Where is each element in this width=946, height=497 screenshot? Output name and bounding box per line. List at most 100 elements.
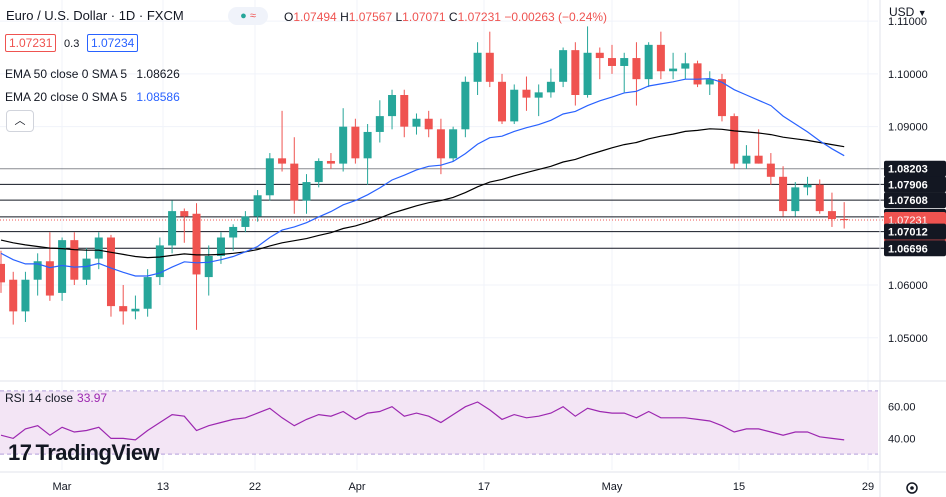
quote-row: 1.07231 0.3 1.07234 xyxy=(5,34,139,52)
candle-body xyxy=(815,184,824,212)
low-label: L xyxy=(395,10,403,24)
level-price-label: 1.06696 xyxy=(888,243,928,255)
candle-body xyxy=(705,79,714,85)
candle-body xyxy=(388,95,397,117)
candle-body xyxy=(106,237,115,307)
chevron-down-icon: ▼ xyxy=(917,8,927,18)
collapse-legend-button[interactable]: ︿ xyxy=(6,110,34,132)
candle-body xyxy=(326,160,335,164)
time-tick-label: 13 xyxy=(157,481,169,493)
candle-body xyxy=(168,211,177,246)
candle-body xyxy=(449,129,458,159)
ema50-legend[interactable]: EMA 50 close 0 SMA 5 1.08626 xyxy=(5,67,180,81)
sell-price-box[interactable]: 1.07231 xyxy=(5,34,57,52)
candle-body xyxy=(0,263,5,283)
level-price-label: 1.07012 xyxy=(888,227,928,239)
currency-selector[interactable]: USD ▼ xyxy=(889,5,927,19)
time-tick-label: Mar xyxy=(53,481,72,493)
candle-body xyxy=(21,279,30,312)
candle-body xyxy=(278,158,287,164)
ema20-legend[interactable]: EMA 20 close 0 SMA 5 1.08586 xyxy=(5,90,180,104)
logo-text: TradingView xyxy=(35,440,160,465)
candle-body xyxy=(595,52,604,59)
open-value: 1.07494 xyxy=(293,10,337,24)
candle-body xyxy=(253,195,262,217)
price-tick-label: 1.11000 xyxy=(888,16,927,28)
time-tick-label: May xyxy=(602,481,623,493)
candle-body xyxy=(424,118,433,130)
currency-label: USD xyxy=(889,5,915,19)
symbol-title[interactable]: Euro / U.S. Dollar · 1D · FXCM xyxy=(6,8,184,23)
candle-body xyxy=(45,261,54,296)
rsi-band xyxy=(0,390,878,455)
time-tick-label: 22 xyxy=(249,481,261,493)
candle-body xyxy=(436,129,445,159)
candle-body xyxy=(155,245,164,278)
level-price-tag xyxy=(884,192,946,209)
candle-body xyxy=(473,52,482,82)
tradingview-logo-mark: 17 xyxy=(8,440,32,465)
candle-body xyxy=(461,81,470,130)
candle-body xyxy=(143,277,152,309)
candle-body xyxy=(302,182,311,201)
candle-body xyxy=(840,219,849,221)
candle-body xyxy=(351,126,360,159)
price-tick-label: 1.10000 xyxy=(888,69,928,81)
candle-body xyxy=(119,306,128,312)
candle-body xyxy=(192,213,201,275)
settings-gear-icon[interactable] xyxy=(906,482,918,494)
open-label: O xyxy=(284,10,294,24)
candle-body xyxy=(216,237,225,256)
candle-body xyxy=(779,176,788,212)
level-price-tag xyxy=(884,223,946,240)
close-label: C xyxy=(448,10,458,24)
time-tick-label: 29 xyxy=(862,481,874,493)
price-tick-label: 1.05000 xyxy=(888,333,928,345)
level-price-label: 1.08203 xyxy=(888,164,928,176)
rsi-tick-label: 40.00 xyxy=(888,433,916,445)
low-value: 1.07071 xyxy=(402,10,446,24)
candle-body xyxy=(9,279,18,312)
candle-body xyxy=(730,116,739,164)
candle-body xyxy=(94,237,103,259)
candle-body xyxy=(241,216,250,227)
ema20-label: EMA 20 close 0 SMA 5 xyxy=(5,90,128,104)
rsi-value: 33.97 xyxy=(77,391,108,405)
ema50-value: 1.08626 xyxy=(136,67,180,81)
market-status-toggle[interactable]: ● ≈ xyxy=(228,7,268,25)
ema20-line xyxy=(0,77,845,277)
level-price-label: 1.07906 xyxy=(888,179,928,191)
candle-body xyxy=(827,211,836,220)
candle-body xyxy=(70,240,79,280)
candle-body xyxy=(583,52,592,95)
tradingview-logo: 17 TradingView xyxy=(8,440,160,466)
gear-hub xyxy=(910,486,914,490)
candle-body xyxy=(485,52,494,82)
level-price-tag xyxy=(884,240,946,257)
chevron-up-icon: ︿ xyxy=(14,115,26,127)
high-label: H xyxy=(340,10,349,24)
rsi-legend[interactable]: RSI 14 close 33.97 xyxy=(5,391,107,405)
ema50-label: EMA 50 close 0 SMA 5 xyxy=(5,67,128,81)
level-price-tag xyxy=(884,160,946,177)
candle-body xyxy=(131,308,140,312)
candle-body xyxy=(608,58,616,66)
candle-body xyxy=(559,50,568,82)
candle-body xyxy=(498,81,507,122)
ema20-value: 1.08586 xyxy=(136,90,180,104)
wave-icon: ≈ xyxy=(249,10,256,22)
candle-body xyxy=(400,95,409,127)
rsi-line xyxy=(0,401,845,441)
candle-body xyxy=(314,160,323,183)
candle-body xyxy=(510,89,519,122)
candle-body xyxy=(644,44,653,80)
close-value: 1.07231 xyxy=(457,10,501,24)
candle-body xyxy=(58,240,67,293)
candle-body xyxy=(571,50,580,95)
candle-body xyxy=(803,184,812,188)
candle-body xyxy=(339,126,348,164)
buy-price-box[interactable]: 1.07234 xyxy=(86,34,139,52)
rsi-tick-label: 60.00 xyxy=(888,402,916,414)
spread-value: 0.3 xyxy=(64,38,80,50)
